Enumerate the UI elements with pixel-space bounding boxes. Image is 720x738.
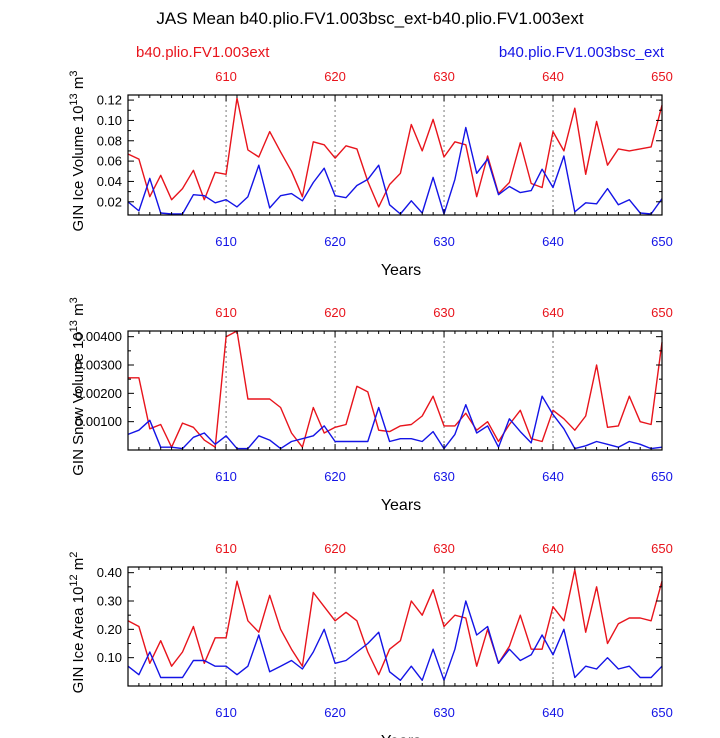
x-tick-label-bottom: 620 (324, 234, 346, 249)
series-line-ext (127, 569, 663, 676)
y-axis-label: GIN Ice Volume 1013 m3 (68, 71, 87, 232)
y-tick-label: 0.10 (97, 113, 122, 128)
y-tick-label: 0.00100 (75, 414, 122, 429)
y-tick-label: 0.04 (97, 174, 122, 189)
x-tick-label-bottom: 640 (542, 469, 564, 484)
x-tick-label-top: 640 (542, 305, 564, 320)
y-tick-label: 0.02 (97, 194, 122, 209)
y-tick-label: 0.30 (97, 594, 122, 609)
x-tick-label-top: 650 (651, 305, 673, 320)
x-tick-label-top: 630 (433, 305, 455, 320)
x-tick-label-top: 620 (324, 541, 346, 556)
y-tick-label: 0.06 (97, 154, 122, 169)
legend-blue-label: b40.plio.FV1.003bsc_ext (499, 44, 665, 61)
x-tick-label-bottom: 630 (433, 469, 455, 484)
y-tick-label: 0.20 (97, 622, 122, 637)
x-tick-label-bottom: 650 (651, 469, 673, 484)
x-tick-label-bottom: 610 (215, 469, 237, 484)
series-line-bsc-ext (127, 600, 663, 681)
x-tick-label-top: 620 (324, 69, 346, 84)
x-tick-label-top: 610 (215, 69, 237, 84)
y-tick-label: 0.00300 (75, 358, 122, 373)
x-tick-label-bottom: 620 (324, 469, 346, 484)
x-tick-label-top: 640 (542, 69, 564, 84)
plot-frame (127, 94, 663, 216)
x-tick-label-bottom: 620 (324, 705, 346, 720)
y-tick-label: 0.00200 (75, 386, 122, 401)
x-axis-label: Years (381, 733, 421, 738)
series-line-ext (128, 330, 663, 448)
panel-2: 610 610 620 620 630 630 640 640 650 650 0.00100 0.0… (68, 297, 673, 514)
x-tick-label-bottom: 630 (433, 705, 455, 720)
x-tick-label-top: 630 (433, 69, 455, 84)
plot-frame (127, 566, 663, 687)
x-tick-label-top: 650 (651, 69, 673, 84)
panels: 610 610 620 620 630 630 640 640 650 650 0.02 0.04 0.… (68, 69, 673, 738)
series-line-bsc-ext (127, 126, 663, 215)
y-tick-label: 0.40 (97, 565, 122, 580)
series-line-ext (127, 97, 663, 208)
panel-1: 610 610 620 620 630 630 640 640 650 650 0.02 0.04 0.… (68, 69, 673, 279)
x-axis-label: Years (381, 262, 421, 279)
figure-title: JAS Mean b40.plio.FV1.003bsc_ext-b40.pli… (156, 9, 583, 28)
panel-3: 610 610 620 620 630 630 640 640 650 650 0.10 0.20 0.… (68, 541, 673, 738)
y-tick-label: 0.10 (97, 650, 122, 665)
x-tick-label-bottom: 610 (215, 234, 237, 249)
y-tick-label: 0.12 (97, 93, 122, 108)
x-tick-label-bottom: 630 (433, 234, 455, 249)
x-tick-label-bottom: 650 (651, 234, 673, 249)
x-tick-label-bottom: 640 (542, 705, 564, 720)
plot-frame (127, 330, 663, 451)
series-line-bsc-ext (127, 395, 663, 450)
x-tick-label-top: 650 (651, 541, 673, 556)
x-tick-label-top: 610 (215, 541, 237, 556)
x-tick-label-bottom: 610 (215, 705, 237, 720)
x-tick-label-top: 620 (324, 305, 346, 320)
x-tick-label-top: 610 (215, 305, 237, 320)
y-axis-label: GIN Snow Volume 1013 m3 (68, 297, 87, 475)
y-axis-label: GIN Ice Area 1012 m2 (68, 552, 87, 694)
x-tick-label-top: 630 (433, 541, 455, 556)
y-tick-label: 0.08 (97, 133, 122, 148)
x-tick-label-bottom: 640 (542, 234, 564, 249)
x-axis-label: Years (381, 497, 421, 514)
y-tick-label: 0.00400 (75, 329, 122, 344)
legend-red-label: b40.plio.FV1.003ext (136, 44, 270, 61)
x-tick-label-bottom: 650 (651, 705, 673, 720)
x-tick-label-top: 640 (542, 541, 564, 556)
